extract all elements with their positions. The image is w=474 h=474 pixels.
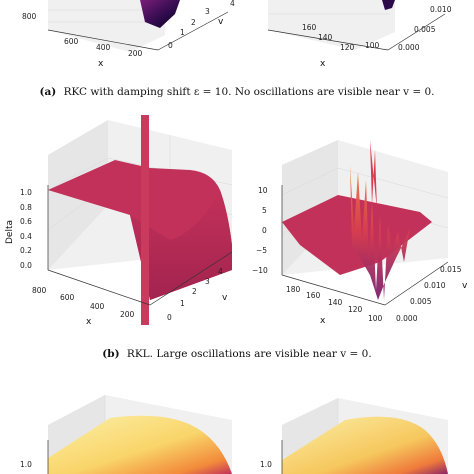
v-tick: 1 [180,299,185,308]
v-tick: 0.010 [430,5,452,14]
z-tick: 800 [22,12,37,21]
z-tick: 0.2 [20,246,32,255]
v-tick: 0.000 [398,43,420,52]
v-axis-label: v [218,17,224,27]
x-axis [281,274,386,306]
z-tick: 0.0 [20,261,32,270]
x-tick: 800 [32,286,47,295]
z-tick: 0 [262,226,267,235]
v-tick: 4 [230,0,235,8]
surface-bottom-right [282,416,448,474]
v-axis [157,11,229,51]
x-tick: 160 [306,291,321,300]
v-tick: 4 [218,267,223,276]
v-tick: 2 [192,287,197,296]
caption-b: (b) RKL. Large oscillations are visible … [102,348,371,360]
z-tick: 1.0 [260,460,272,469]
x-tick: 400 [96,43,111,52]
x-tick: 200 [120,310,135,319]
caption-b-text: RKL. Large oscillations are visible near… [127,348,372,360]
v-tick: 0 [168,41,173,50]
plot-mid-right: 10 5 0 −5 −10 180 160 140 120 100 x 0.01… [252,140,468,326]
surface-spike [370,140,377,210]
x-axis-label: x [98,59,104,69]
x-axis [47,29,159,51]
x-axis-label: x [320,59,326,69]
x-tick: 140 [318,33,333,42]
plot-mid-left: 1.0 0.8 0.6 0.4 0.2 0.0 Delta 800 600 40… [5,115,233,327]
surface-bottom-left [48,415,232,474]
v-tick: 0.010 [424,281,446,290]
x-tick: 120 [340,43,355,52]
v-tick: 0.005 [410,297,432,306]
x-axis [267,29,389,51]
v-tick: 3 [205,7,210,16]
z-tick: 0.8 [20,203,32,212]
v-tick: 3 [205,277,210,286]
caption-a: (a) RKC with damping shift ε = 10. No os… [39,86,434,98]
x-axis-label: x [86,317,92,327]
v-tick: 2 [191,18,196,27]
x-tick: 180 [286,285,301,294]
z-tick: 10 [258,186,268,195]
x-tick: 600 [64,37,79,46]
x-axis [47,269,151,306]
surface-top-right [382,0,395,10]
v-axis [149,251,233,306]
x-tick: 120 [348,305,363,314]
surface-top-left [140,0,180,28]
x-tick: 160 [302,23,317,32]
caption-b-label: (b) [102,348,119,360]
v-tick: 1 [180,28,185,37]
z-axis-label: Delta [5,220,15,244]
plot-top-right: 160 140 120 100 x 0.010 0.005 0.000 [267,0,452,69]
plot-bottom-right: 1.0 [260,398,448,474]
plot-bottom-left: 1.0 [20,395,232,474]
caption-a-text: RKC with damping shift ε = 10. No oscill… [64,86,435,98]
x-tick: 400 [90,302,105,311]
z-tick: −5 [256,246,267,255]
x-tick: 200 [128,49,143,58]
plot-top-left: 800 600 400 200 x 4 3 2 1 0 v [22,0,235,69]
x-tick: 100 [365,41,380,50]
v-axis [384,261,449,306]
x-tick: 100 [368,314,383,323]
x-tick: 140 [328,298,343,307]
plot-pane [48,0,165,52]
v-axis [387,13,446,51]
z-tick: 0.6 [20,217,32,226]
z-tick: 5 [262,206,267,215]
x-axis-label: x [320,316,326,326]
plot-pane-side [282,140,338,275]
v-tick: 0 [167,313,172,322]
z-tick: −10 [252,266,268,275]
surface-cliff [130,190,232,300]
surface-oscillations [350,165,410,300]
plot-pane [268,0,395,50]
z-tick: 1.0 [20,460,32,469]
v-tick: 0.005 [414,25,436,34]
z-tick: 0.4 [20,232,32,241]
v-tick: 0.000 [396,314,418,323]
z-tick: 1.0 [20,188,32,197]
caption-a-label: (a) [39,86,56,98]
v-tick: 0.015 [440,265,462,274]
v-axis-label: v [222,293,228,303]
surface-spike [141,115,149,325]
x-tick: 600 [60,293,75,302]
v-axis-label: v [462,281,468,291]
